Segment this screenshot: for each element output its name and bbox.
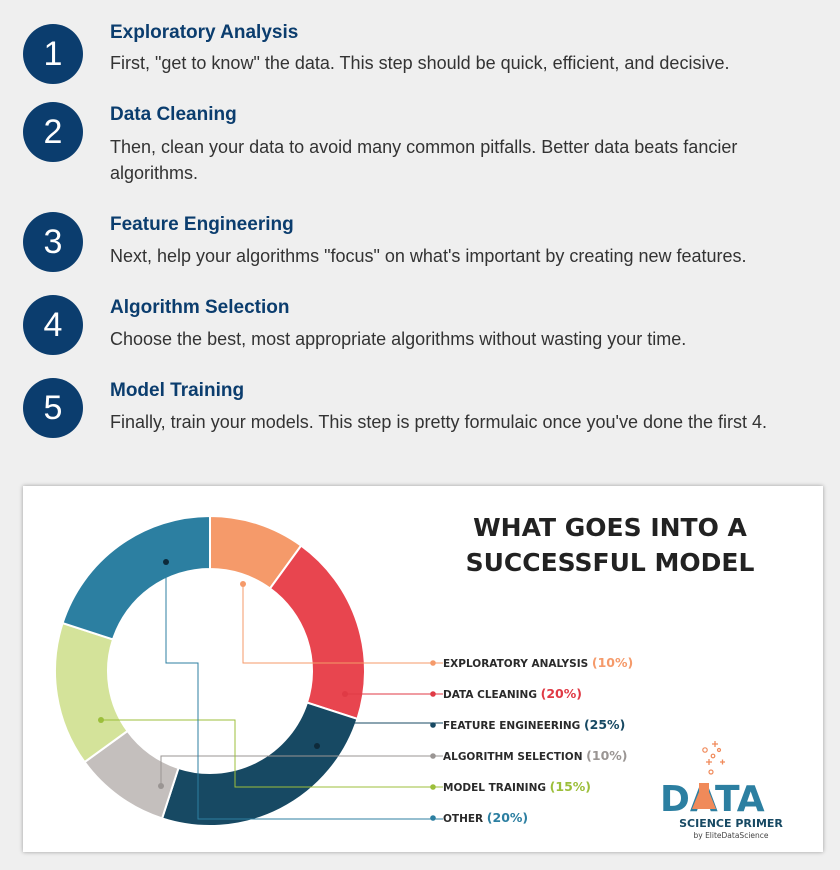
leader-lines bbox=[98, 559, 443, 820]
legend-marker-other bbox=[430, 815, 436, 821]
leader-line-model-training bbox=[101, 719, 443, 788]
step-title: Feature Engineering bbox=[110, 214, 294, 235]
leader-line-feature-engineering bbox=[316, 722, 443, 746]
step-title: Model Training bbox=[110, 380, 245, 401]
step-number-badge: 1 bbox=[23, 24, 83, 84]
step-title: Exploratory Analysis bbox=[110, 22, 299, 43]
flask-icon bbox=[692, 783, 716, 809]
legend-label: OTHER bbox=[443, 813, 487, 825]
donut-slice-data-cleaning bbox=[268, 544, 366, 721]
slice-anchor-dot-feature-engineering bbox=[314, 743, 320, 749]
leader-line-other bbox=[165, 562, 443, 820]
slice-anchor-dot-other bbox=[163, 559, 169, 565]
slice-anchor-dot-exploratory-analysis bbox=[240, 581, 246, 587]
legend-percent: (10%) bbox=[592, 655, 633, 670]
legend-percent: (25%) bbox=[584, 717, 625, 732]
step-description: Finally, train your models. This step is… bbox=[110, 412, 768, 432]
legend-percent: (20%) bbox=[487, 810, 528, 825]
chart-title-line-2: SUCCESSFUL MODEL bbox=[466, 548, 755, 577]
step-title: Data Cleaning bbox=[110, 104, 237, 125]
legend-percent: (15%) bbox=[550, 779, 591, 794]
legend-entry-data-cleaning: DATA CLEANING (20%) bbox=[443, 686, 582, 701]
legend-percent: (20%) bbox=[541, 686, 582, 701]
step-description: First, "get to know" the data. This step… bbox=[110, 53, 730, 73]
legend-marker-data-cleaning bbox=[430, 691, 436, 697]
legend-entry-other: OTHER (20%) bbox=[443, 810, 528, 825]
legend-entry-model-training: MODEL TRAINING (15%) bbox=[443, 779, 591, 794]
step-number-badge: 4 bbox=[23, 295, 83, 355]
legend-label: ALGORITHM SELECTION bbox=[443, 751, 586, 763]
step-title: Algorithm Selection bbox=[110, 297, 290, 318]
donut-chart: EXPLORATORY ANALYSIS (10%) DATA CLEANING … bbox=[54, 513, 783, 840]
step-description: Next, help your algorithms "focus" on wh… bbox=[110, 246, 747, 266]
legend-label: FEATURE ENGINEERING bbox=[443, 720, 584, 732]
donut-slice-feature-engineering bbox=[160, 701, 359, 827]
step-number-badge: 5 bbox=[23, 378, 83, 438]
step-description: Then, clean your data to avoid many comm… bbox=[110, 137, 738, 183]
chart-title-line-1: WHAT GOES INTO A bbox=[473, 513, 747, 542]
legend-entry-feature-engineering: FEATURE ENGINEERING (25%) bbox=[443, 717, 625, 732]
logo-byline: by EliteDataScience bbox=[693, 831, 768, 840]
legend-percent: (10%) bbox=[586, 748, 627, 763]
donut-slices bbox=[54, 514, 366, 827]
slice-anchor-dot-data-cleaning bbox=[342, 691, 348, 697]
slice-anchor-dot-model-training bbox=[98, 717, 104, 723]
step-number-badge: 3 bbox=[23, 212, 83, 272]
slice-anchor-dot-algorithm-selection bbox=[158, 783, 164, 789]
legend-label: EXPLORATORY ANALYSIS bbox=[443, 658, 592, 670]
legend-label: MODEL TRAINING bbox=[443, 782, 550, 794]
logo-subtitle: SCIENCE PRIMER bbox=[679, 817, 783, 830]
legend-entry-algorithm-selection: ALGORITHM SELECTION (10%) bbox=[443, 748, 628, 763]
step-number-badge: 2 bbox=[23, 102, 83, 162]
bubbles-icon bbox=[702, 741, 725, 775]
legend-marker-feature-engineering bbox=[430, 722, 436, 728]
infographic-card: EXPLORATORY ANALYSIS (10%) DATA CLEANING … bbox=[23, 486, 823, 852]
legend-marker-model-training bbox=[430, 784, 436, 790]
donut-slice-other bbox=[61, 514, 211, 641]
legend-entry-exploratory-analysis: EXPLORATORY ANALYSIS (10%) bbox=[443, 655, 633, 670]
legend: EXPLORATORY ANALYSIS (10%) DATA CLEANING … bbox=[430, 655, 633, 825]
leader-line-algorithm-selection bbox=[160, 755, 443, 786]
leader-line-exploratory-analysis bbox=[242, 584, 443, 664]
data-science-primer-logo: DATA SCIENCE PRIMER by EliteDataScience bbox=[660, 741, 783, 840]
logo-word: DATA bbox=[660, 779, 765, 820]
step-description: Choose the best, most appropriate algori… bbox=[110, 329, 687, 349]
legend-label: DATA CLEANING bbox=[443, 689, 541, 701]
legend-marker-algorithm-selection bbox=[430, 753, 436, 759]
legend-marker-exploratory-analysis bbox=[430, 660, 436, 666]
